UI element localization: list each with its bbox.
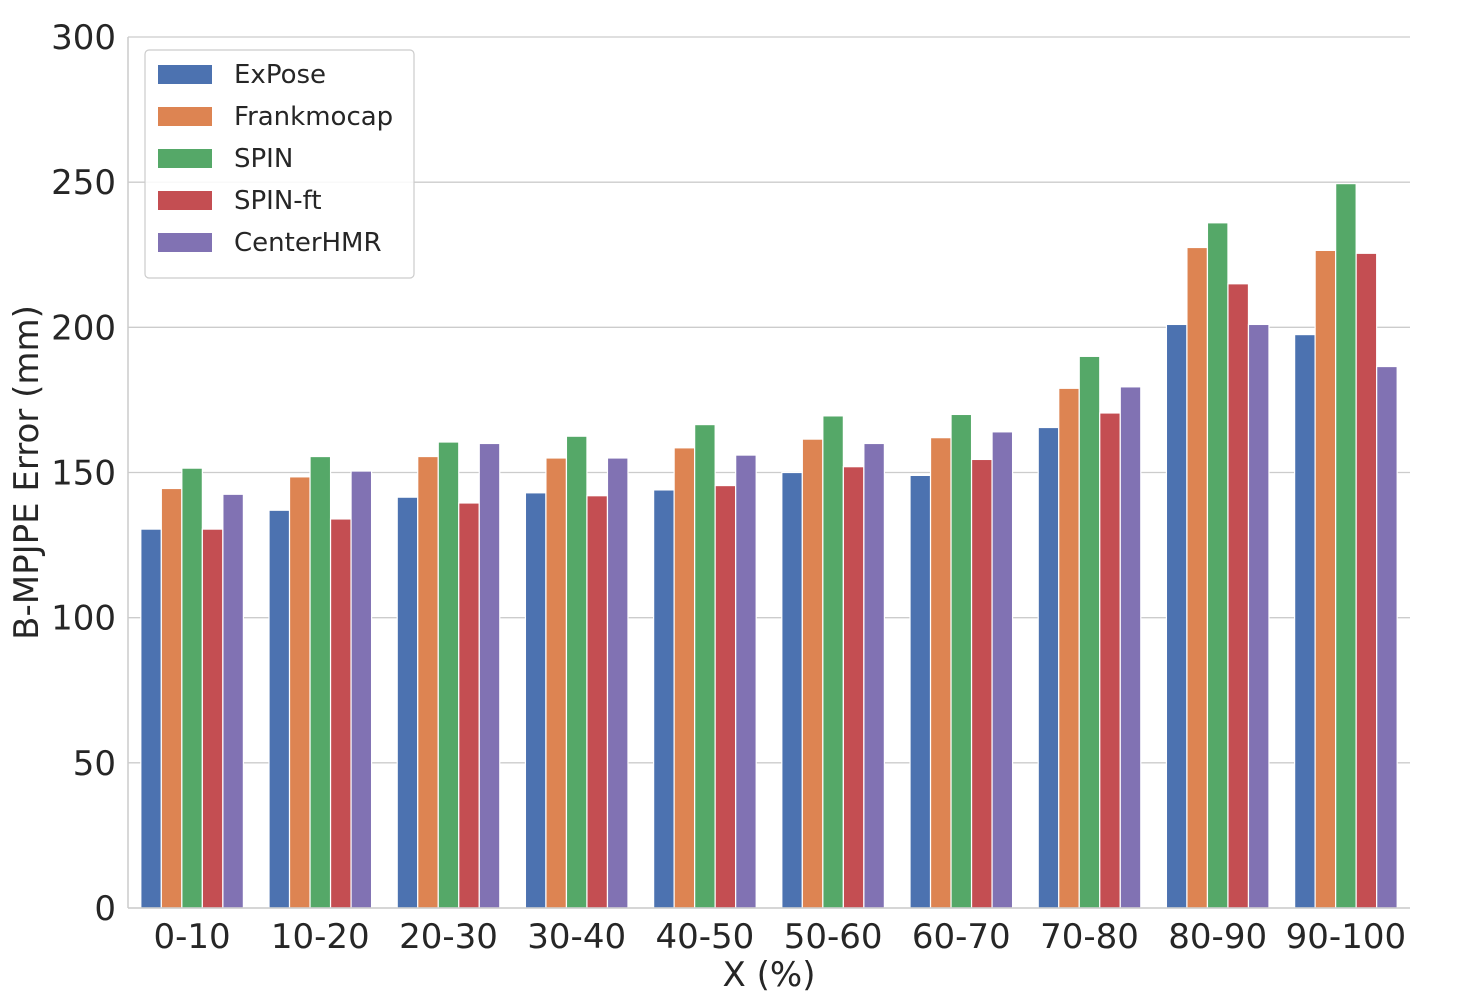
legend-swatch-spin	[158, 149, 212, 168]
bar-frankmocap-0-10	[160, 487, 183, 909]
bar-spin-ft-90-100	[1355, 252, 1378, 909]
bar-frankmocap-40-50	[673, 447, 696, 909]
bar-expose-30-40	[524, 492, 547, 909]
bar-expose-80-90	[1165, 323, 1188, 909]
legend-label: SPIN-ft	[234, 186, 322, 216]
bar-spin-ft-80-90	[1227, 283, 1250, 909]
bar-centerhmr-20-30	[478, 442, 501, 909]
x-tick-label: 70-80	[1040, 917, 1139, 957]
bar-centerhmr-10-20	[350, 470, 373, 909]
bar-spin-30-40	[565, 435, 588, 909]
bar-spin-ft-0-10	[201, 528, 224, 909]
x-tick-label: 0-10	[154, 917, 231, 957]
bar-expose-50-60	[781, 471, 803, 909]
bar-expose-10-20	[268, 509, 291, 909]
bar-centerhmr-70-80	[1119, 386, 1142, 909]
legend-label: ExPose	[234, 60, 326, 90]
bar-expose-0-10	[140, 528, 162, 909]
legend-label: Frankmocap	[234, 102, 393, 132]
bar-spin-0-10	[181, 467, 203, 909]
y-tick-labels: 0 50 100 150 200 250 300	[51, 18, 116, 929]
bar-centerhmr-0-10	[222, 493, 244, 909]
x-tick-label: 80-90	[1168, 917, 1267, 957]
bar-spin-ft-70-80	[1099, 412, 1121, 909]
bar-frankmocap-50-60	[801, 438, 824, 909]
bar-expose-70-80	[1037, 426, 1060, 909]
legend: ExPose Frankmocap SPIN SPIN-ft CenterHMR	[144, 49, 415, 279]
x-axis-title: X (%)	[723, 955, 816, 995]
bar-expose-90-100	[1294, 333, 1316, 909]
bar-centerhmr-40-50	[735, 454, 757, 909]
bar-spin-80-90	[1206, 222, 1229, 909]
legend-label: SPIN	[234, 144, 293, 174]
bar-frankmocap-10-20	[288, 476, 311, 909]
bar-frankmocap-30-40	[545, 457, 568, 909]
bar-expose-60-70	[909, 474, 932, 909]
bar-centerhmr-80-90	[1247, 323, 1270, 909]
bar-expose-20-30	[396, 496, 419, 909]
bars	[140, 183, 1398, 909]
y-tick-label: 150	[51, 454, 116, 494]
x-tick-label: 30-40	[527, 917, 626, 957]
bar-spin-20-30	[437, 441, 460, 909]
bar-spin-90-100	[1335, 183, 1357, 909]
x-tick-label: 10-20	[271, 917, 370, 957]
legend-label: CenterHMR	[234, 228, 382, 258]
bar-spin-10-20	[309, 455, 332, 909]
bar-spin-ft-60-70	[970, 458, 993, 909]
bar-centerhmr-90-100	[1376, 365, 1398, 909]
bar-spin-ft-50-60	[842, 466, 865, 909]
bar-spin-70-80	[1078, 355, 1101, 909]
y-tick-label: 250	[51, 163, 116, 203]
y-tick-label: 0	[94, 889, 116, 929]
bar-spin-ft-10-20	[329, 518, 352, 909]
bar-spin-ft-30-40	[586, 495, 609, 909]
y-tick-label: 300	[51, 18, 116, 58]
y-axis-title: B-MPJPE Error (mm)	[7, 305, 47, 640]
bar-centerhmr-60-70	[991, 431, 1014, 909]
bar-frankmocap-20-30	[417, 455, 439, 909]
x-tick-label: 90-100	[1286, 917, 1406, 957]
y-tick-label: 100	[51, 599, 116, 639]
legend-box	[144, 49, 415, 279]
bar-spin-60-70	[950, 413, 973, 909]
x-tick-labels: 0-10 10-20 20-30 30-40 40-50 50-60 60-70 70-80 8…	[154, 917, 1407, 957]
bar-expose-40-50	[653, 489, 675, 909]
axes	[127, 37, 1410, 909]
bar-spin-50-60	[822, 415, 844, 909]
legend-swatch-expose	[158, 65, 212, 84]
bar-spin-40-50	[694, 423, 716, 909]
bar-frankmocap-60-70	[929, 437, 952, 909]
bar-frankmocap-90-100	[1314, 249, 1337, 909]
bar-spin-ft-20-30	[458, 502, 480, 909]
bar-centerhmr-30-40	[606, 457, 629, 909]
x-tick-label: 60-70	[912, 917, 1011, 957]
y-tick-label: 200	[51, 308, 116, 348]
legend-swatch-centerhmr	[158, 233, 212, 252]
bar-frankmocap-70-80	[1058, 387, 1080, 909]
legend-swatch-spin-ft	[158, 191, 212, 210]
bar-spin-ft-40-50	[714, 484, 737, 909]
y-tick-label: 50	[73, 744, 116, 784]
bar-centerhmr-50-60	[863, 442, 885, 909]
legend-swatch-frankmocap	[158, 107, 212, 126]
x-tick-label: 50-60	[784, 917, 883, 957]
x-tick-label: 40-50	[656, 917, 755, 957]
x-tick-label: 20-30	[399, 917, 498, 957]
bar-frankmocap-80-90	[1186, 246, 1209, 909]
